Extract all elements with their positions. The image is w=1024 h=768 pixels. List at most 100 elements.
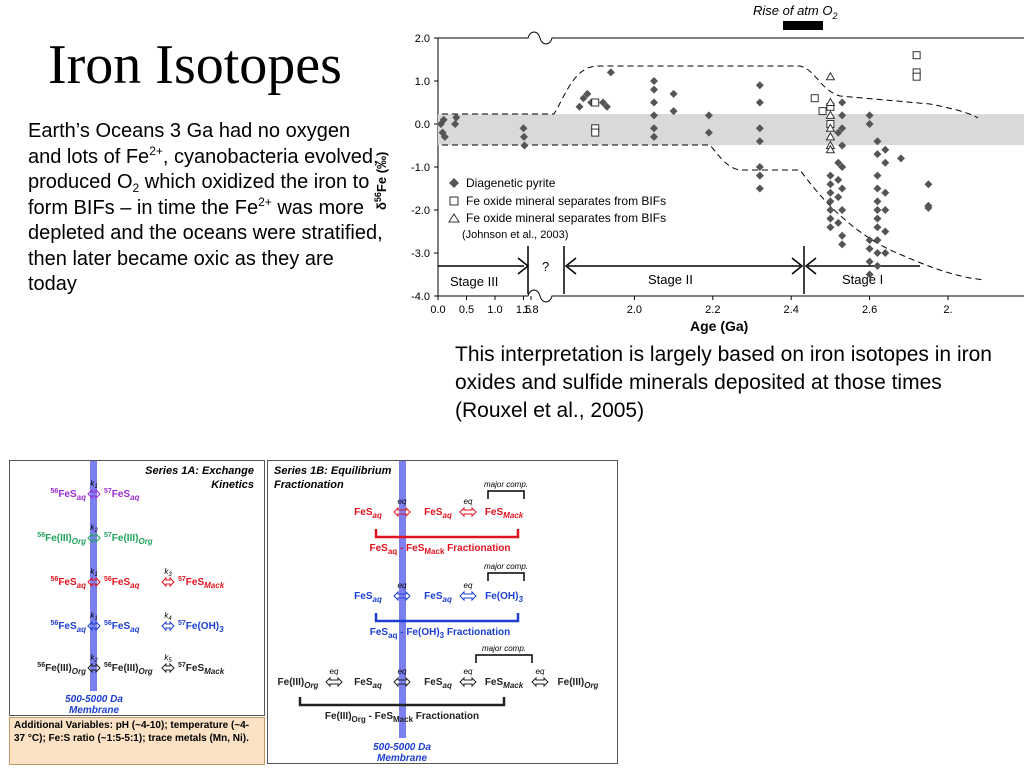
species-label: Fe(OH)3 xyxy=(485,591,523,604)
major-component-bracket xyxy=(475,654,533,663)
x-tick-label: 2. xyxy=(943,304,952,316)
envelope-lines xyxy=(442,65,985,281)
pyrite-point xyxy=(865,120,874,128)
species-label: 57FeSaq xyxy=(104,488,140,502)
pyrite-point xyxy=(602,102,611,111)
pyrite-point xyxy=(579,94,588,103)
x-tick-label: 1.5 xyxy=(516,304,531,316)
stage-label-ii: Stage II xyxy=(648,272,693,287)
fractionation-label: FeSaq - Fe(OH)3 Fractionation xyxy=(370,627,510,640)
pyrite-point xyxy=(896,154,905,163)
series-1a-title-1: Series 1A: Exchange xyxy=(145,465,254,477)
exchange-arrow-icon xyxy=(87,488,101,500)
equilibrium-arrow-icon xyxy=(325,676,343,688)
y-tick-label: 2.0 xyxy=(415,33,430,45)
legend-diamond-icon xyxy=(449,178,459,188)
exchange-arrow-icon xyxy=(87,532,101,544)
additional-variables-note: Additional Variables: pH (~4-10); temper… xyxy=(9,717,265,765)
iron-isotope-chart: Rise of atm O2 Stage III ? Stage II Stag… xyxy=(373,3,1024,334)
legend-item: Fe oxide mineral separates from BIFs xyxy=(466,194,666,208)
rate-constant-label: k5 xyxy=(164,653,172,664)
fe-oxide-square-point xyxy=(591,128,600,137)
rate-constant-label: k4 xyxy=(164,611,172,622)
exchange-arrow-icon xyxy=(87,620,101,632)
pyrite-point xyxy=(826,171,835,180)
species-label: 56FeSaq xyxy=(51,620,87,634)
series-1b-panel: Series 1B: Equilibrium Fractionation maj… xyxy=(267,460,618,764)
stage-bar: Stage III ? Stage II Stage I xyxy=(438,246,920,294)
body-text: Earth’s Oceans 3 Ga had no oxygen and lo… xyxy=(28,120,383,295)
pyrite-point xyxy=(669,89,678,98)
rate-constant-label: k1 xyxy=(90,479,97,490)
pyrite-point xyxy=(826,180,835,189)
major-component-label: major comp. xyxy=(484,562,528,571)
pyrite-point xyxy=(519,124,528,133)
pyrite-point xyxy=(873,197,882,206)
pyrite-point xyxy=(439,115,448,124)
pyrite-point xyxy=(575,102,584,111)
pyrite-point xyxy=(873,150,882,159)
pyrite-point xyxy=(826,214,835,223)
fe-oxide-square-point xyxy=(818,107,827,116)
series-1b-title-1: Series 1B: Equilibrium xyxy=(274,465,392,477)
pyrite-point xyxy=(865,236,874,245)
fractionation-bracket xyxy=(374,613,520,623)
exchange-arrow-icon xyxy=(161,576,175,588)
species-label: FeSaq xyxy=(424,677,452,690)
pyrite-point xyxy=(704,128,713,137)
pyrite-point xyxy=(755,171,764,180)
series-1a-diagram: Series 1A: Exchange Kinetics 56FeSaq k1 57… xyxy=(37,461,254,715)
major-component-bracket xyxy=(487,572,525,581)
fe-oxide-triangle-point xyxy=(825,71,836,81)
pyrite-point xyxy=(873,137,882,146)
eq-label: eq xyxy=(330,667,339,676)
pyrite-point xyxy=(881,158,890,167)
species-label: 56Fe(III)Org xyxy=(37,532,86,546)
eq-label: eq xyxy=(398,667,407,676)
rise-of-o2-annotation: Rise of atm O2 xyxy=(753,3,837,21)
fe-oxide-triangle-point xyxy=(825,144,836,154)
pyrite-point xyxy=(838,240,847,249)
exchange-arrow-icon xyxy=(87,662,101,674)
pyrite-point xyxy=(838,124,847,133)
y-axis-ticks: 2.0 1.0 0.0 -1.0 -2.0 -3.0 -4.0 xyxy=(411,33,438,303)
pyrite-point xyxy=(755,124,764,133)
eq-label: eq xyxy=(464,667,473,676)
y-tick-label: -3.0 xyxy=(411,248,430,260)
rate-constant-label: k2 xyxy=(90,653,98,664)
pyrite-point xyxy=(924,203,933,212)
data-points xyxy=(436,51,933,279)
y-tick-label: -1.0 xyxy=(411,162,430,174)
pyrite-point xyxy=(606,68,615,77)
x-tick-label: 2.6 xyxy=(862,304,877,316)
plot-frame xyxy=(437,31,1024,303)
stage-label-i: Stage I xyxy=(842,272,883,287)
pyrite-point xyxy=(755,163,764,171)
legend-triangle-icon xyxy=(448,213,460,223)
species-label: 56Fe(III)Org xyxy=(37,662,86,676)
species-label: FeSaq xyxy=(354,591,382,604)
pyrite-point xyxy=(873,261,882,270)
pyrite-point xyxy=(826,223,835,232)
pyrite-point xyxy=(865,244,874,253)
y-axis-label: δ56Fe (‰) xyxy=(373,152,389,210)
x-tick-label: 2.2 xyxy=(705,304,720,316)
pyrite-point xyxy=(873,214,882,223)
figure-caption: This interpretation is largely based on … xyxy=(455,343,992,422)
species-label: Fe(III)Org xyxy=(558,677,599,690)
pyrite-point xyxy=(834,158,843,167)
eq-label: eq xyxy=(398,581,407,590)
species-label: FeSMack xyxy=(485,677,524,690)
pyrite-point xyxy=(650,85,658,94)
pyrite-point xyxy=(881,227,890,236)
membrane-label-1a: 500-5000 Da xyxy=(65,694,123,705)
series-1a-title-2: Kinetics xyxy=(211,479,254,491)
y-tick-label: -4.0 xyxy=(411,291,430,303)
eq-label: eq xyxy=(464,497,473,506)
fe-oxide-square-point xyxy=(912,51,921,60)
pyrite-point xyxy=(838,163,847,171)
x-tick-label: 2.4 xyxy=(784,304,799,316)
equilibrium-arrow-icon xyxy=(459,676,477,688)
pyrite-point xyxy=(826,188,835,197)
species-label: 57FeSMack xyxy=(178,662,225,676)
